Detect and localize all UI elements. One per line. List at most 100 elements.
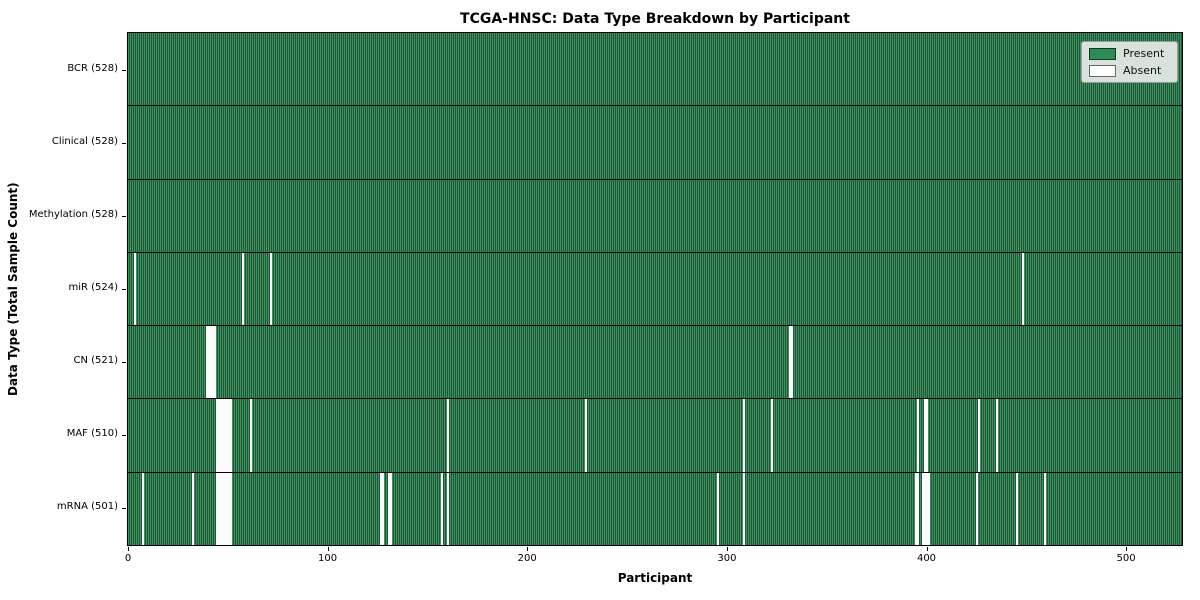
absent-mark-mRNA-126	[379, 472, 382, 545]
legend: Present Absent	[1081, 41, 1178, 83]
absent-mark-mRNA-400	[926, 472, 929, 545]
x-tick-label-500: 500	[1116, 553, 1136, 564]
y-tick-label-Clinical: Clinical (528)	[51, 135, 118, 147]
legend-label-present: Present	[1123, 47, 1165, 60]
absent-swatch	[1089, 64, 1116, 77]
absent-mark-mRNA-459	[1044, 472, 1047, 545]
y-tick-label-MAF: MAF (510)	[66, 428, 118, 440]
absent-mark-mRNA-51	[229, 472, 232, 545]
absent-mark-mRNA-401	[928, 472, 931, 545]
x-tick-mark-500	[1126, 547, 1128, 551]
absent-mark-mRNA-127	[381, 472, 384, 545]
absent-mark-MAF-45	[217, 399, 220, 472]
absent-mark-mRNA-395	[916, 472, 919, 545]
legend-item-absent: Absent	[1089, 64, 1170, 77]
x-tick-label-100: 100	[318, 553, 338, 564]
absent-mark-miR-448	[1022, 252, 1025, 326]
absent-mark-CN-331	[788, 326, 791, 399]
y-tick-mark-miR	[122, 289, 126, 290]
absent-mark-CN-43	[213, 326, 216, 399]
absent-mark-mRNA-295	[716, 472, 719, 545]
y-tick-mark-MAF	[122, 435, 126, 437]
absent-mark-MAF-400	[926, 399, 929, 472]
x-tick-mark-400	[926, 547, 928, 551]
absent-mark-MAF-426	[978, 399, 981, 472]
absent-mark-CN-40	[207, 326, 210, 399]
x-tick-mark-300	[726, 547, 728, 551]
x-tick-label-0: 0	[124, 553, 132, 564]
absent-mark-MAF-51	[229, 399, 232, 472]
absent-mark-MAF-61	[249, 399, 252, 472]
heatmap-row-Methylation	[128, 178, 1182, 252]
heatmap-row-BCR	[128, 33, 1182, 106]
absent-mark-MAF-160	[447, 399, 450, 472]
y-tick-label-Methylation: Methylation (528)	[28, 208, 118, 220]
heatmap-row-Clinical	[128, 105, 1182, 179]
y-tick-mark-Clinical	[122, 142, 126, 144]
absent-mark-MAF-229	[585, 399, 588, 472]
absent-mark-mRNA-308	[742, 472, 745, 545]
absent-mark-MAF-435	[996, 399, 999, 472]
absent-mark-MAF-49	[225, 399, 228, 472]
absent-mark-mRNA-32	[191, 472, 194, 545]
absent-mark-mRNA-46	[219, 472, 222, 545]
x-axis-label: Participant	[617, 571, 693, 585]
heatmap-row-mRNA	[128, 471, 1182, 545]
present-swatch	[1089, 47, 1116, 60]
absent-mark-mRNA-394	[914, 472, 917, 545]
x-tick-label-200: 200	[517, 553, 537, 564]
chart-title: TCGA-HNSC: Data Type Breakdown by Partic…	[460, 11, 850, 27]
legend-item-present: Present	[1089, 47, 1170, 60]
absent-mark-mRNA-398	[922, 472, 925, 545]
y-tick-label-BCR: BCR (528)	[67, 62, 118, 74]
absent-mark-mRNA-130	[387, 472, 390, 545]
x-tick-label-400: 400	[916, 553, 937, 564]
absent-mark-MAF-48	[223, 399, 226, 472]
heatmap-row-miR	[128, 251, 1182, 326]
y-tick-mark-CN	[122, 362, 126, 364]
absent-mark-mRNA-7	[141, 472, 144, 545]
absent-mark-MAF-46	[219, 399, 222, 472]
y-tick-mark-Methylation	[122, 215, 126, 217]
x-tick-mark-200	[527, 547, 529, 551]
absent-mark-mRNA-399	[924, 472, 927, 545]
absent-mark-CN-39	[205, 326, 208, 399]
absent-mark-CN-332	[790, 326, 793, 399]
absent-mark-CN-42	[211, 326, 214, 399]
plot-area	[127, 32, 1183, 546]
absent-mark-miR-3	[133, 252, 136, 326]
absent-mark-mRNA-445	[1016, 472, 1019, 545]
absent-mark-mRNA-425	[976, 472, 979, 545]
absent-mark-MAF-399	[924, 399, 927, 472]
x-tick-mark-100	[327, 547, 329, 551]
absent-mark-MAF-322	[770, 399, 773, 472]
y-tick-mark-BCR	[122, 69, 126, 71]
y-tick-label-miR: miR (524)	[68, 282, 118, 293]
heatmap-row-MAF	[128, 398, 1182, 472]
y-tick-label-mRNA: mRNA (501)	[56, 501, 118, 513]
absent-mark-mRNA-47	[221, 472, 224, 545]
absent-mark-mRNA-160	[447, 472, 450, 545]
absent-mark-MAF-44	[215, 399, 218, 472]
absent-mark-MAF-47	[221, 399, 224, 472]
absent-mark-CN-41	[209, 326, 212, 399]
legend-label-absent: Absent	[1123, 64, 1162, 77]
absent-mark-MAF-50	[227, 399, 230, 472]
heatmap-row-CN	[128, 325, 1182, 399]
absent-mark-mRNA-49	[225, 472, 228, 545]
absent-mark-mRNA-44	[215, 472, 218, 545]
absent-mark-MAF-308	[742, 399, 745, 472]
absent-mark-miR-57	[241, 252, 244, 326]
absent-mark-mRNA-157	[441, 472, 444, 545]
x-tick-mark-0	[128, 547, 129, 551]
absent-mark-mRNA-50	[227, 472, 230, 545]
y-tick-label-CN: CN (521)	[73, 355, 118, 367]
y-tick-mark-mRNA	[122, 508, 126, 510]
x-tick-label-300: 300	[717, 553, 737, 564]
absent-mark-mRNA-131	[389, 472, 392, 545]
absent-mark-mRNA-48	[223, 472, 226, 545]
absent-mark-MAF-395	[916, 399, 919, 472]
absent-mark-miR-71	[269, 252, 272, 326]
absent-mark-mRNA-45	[217, 472, 220, 545]
